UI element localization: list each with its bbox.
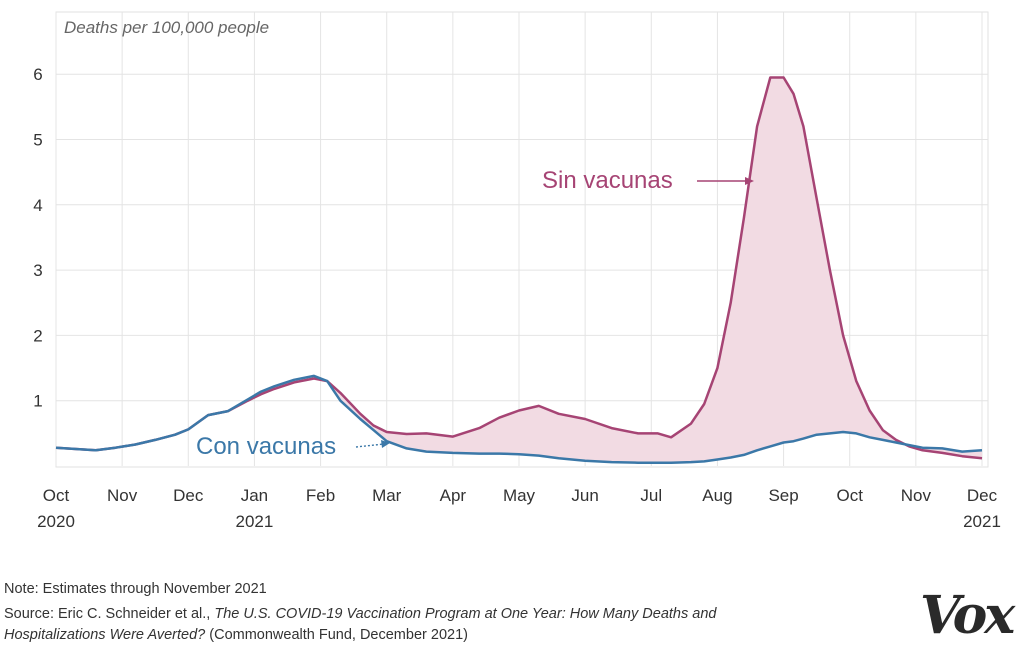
y-tick-label: 2 (33, 326, 42, 345)
y-axis: 1 2 3 4 5 6 (33, 65, 42, 411)
svg-text:Vox: Vox (920, 585, 1016, 645)
chart: 1 2 3 4 5 6 Oct 2020 Nov Dec Jan 2021 Feb Mar Apr May J… (33, 11, 1001, 531)
x-tick-label: Feb (306, 486, 335, 505)
x-tick-label: Jan (241, 486, 268, 505)
y-tick-label: 4 (33, 196, 42, 215)
x-tick-label: May (503, 486, 536, 505)
annotation-sin-arrow (697, 177, 754, 185)
series-lines (55, 76, 983, 464)
footer-note: Note: Estimates through November 2021 (4, 581, 267, 597)
x-tick-label: Dec (173, 486, 204, 505)
y-axis-label: Deaths per 100,000 people (64, 18, 269, 37)
grid (55, 12, 988, 466)
annotation-sin-vacunas: Sin vacunas (542, 167, 673, 194)
x-tick-label: Dec (967, 486, 998, 505)
x-tick-label: Mar (372, 486, 402, 505)
x-tick-label: Nov (901, 486, 932, 505)
y-tick-label: 1 (33, 392, 42, 411)
x-tick-label: Nov (107, 486, 138, 505)
x-axis: Oct 2020 Nov Dec Jan 2021 Feb Mar Apr May Jun Jul Au… (37, 486, 1001, 531)
x-tick-year: 2020 (37, 512, 75, 531)
annotation-con-vacunas: Con vacunas (196, 433, 336, 460)
x-tick-label: Apr (440, 486, 467, 505)
vox-logo: Vox (920, 585, 1019, 645)
x-tick-year: 2021 (963, 512, 1001, 531)
y-tick-label: 3 (33, 261, 42, 280)
footer-source: Source: Eric C. Schneider et al., The U.… (4, 604, 724, 646)
x-tick-label: Aug (702, 486, 732, 505)
series-line-con-vacunas (55, 374, 983, 464)
source-prefix: Source: Eric C. Schneider et al., (4, 606, 215, 622)
x-tick-year: 2021 (236, 512, 274, 531)
x-tick-label: Sep (768, 486, 798, 505)
source-suffix: (Commonwealth Fund, December 2021) (205, 627, 468, 643)
source-title: The U.S. COVID-19 Vaccination Program at… (4, 606, 717, 643)
x-tick-label: Jul (640, 486, 662, 505)
y-tick-label: 5 (33, 131, 42, 150)
y-tick-label: 6 (33, 65, 42, 84)
x-tick-label: Oct (836, 486, 863, 505)
x-tick-label: Jun (571, 486, 598, 505)
x-tick-label: Oct (43, 486, 70, 505)
annotation-con-arrow (355, 440, 390, 448)
